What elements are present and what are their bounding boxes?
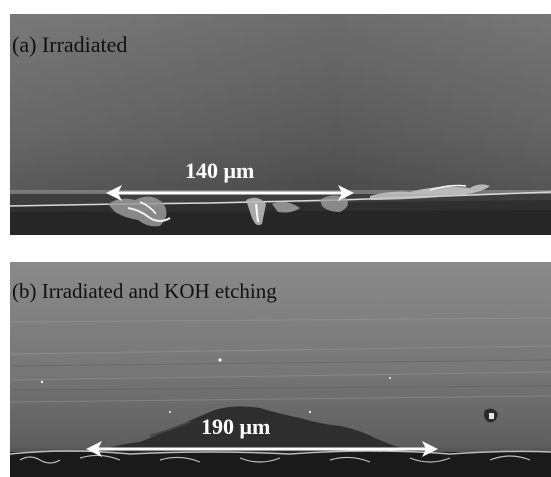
sem-panel-irradiated: (a) Irradiated 140 μm xyxy=(10,14,551,235)
panel-a-label: (a) Irradiated xyxy=(12,32,128,57)
sem-panel-koh-etched: (b) Irradiated and KOH etching 190 μm xyxy=(10,262,551,477)
panel-b-label: (b) Irradiated and KOH etching xyxy=(12,279,277,303)
scale-bar-label-b: 190 μm xyxy=(201,414,271,439)
sem-image-irradiated xyxy=(10,14,551,235)
scale-bar-label-a: 140 μm xyxy=(185,158,255,183)
scale-arrow-140 xyxy=(106,185,354,201)
scale-arrow-190 xyxy=(86,441,438,457)
sem-image-koh-etched xyxy=(10,262,551,477)
